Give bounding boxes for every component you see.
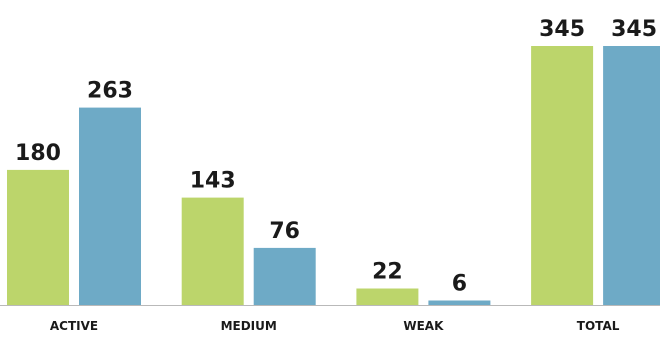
- bar-active-series-2: [79, 107, 141, 305]
- value-label-active-series-1: 180: [15, 141, 61, 166]
- value-labels-group: 180 263 143 76 22 6 345 345: [15, 17, 657, 297]
- category-label-medium: MEDIUM: [221, 319, 277, 333]
- value-label-active-series-2: 263: [87, 79, 133, 104]
- bars-group: [7, 46, 660, 305]
- value-label-weak-series-1: 22: [372, 260, 403, 285]
- bar-medium-series-2: [253, 247, 316, 305]
- bar-medium-series-1: [181, 197, 244, 305]
- bar-total-series-1: [531, 46, 594, 305]
- value-label-medium-series-2: 76: [269, 219, 300, 244]
- value-label-medium-series-1: 143: [190, 169, 236, 194]
- bar-active-series-1: [7, 169, 69, 305]
- value-label-weak-series-2: 6: [452, 272, 467, 297]
- value-label-total-series-2: 345: [611, 17, 657, 42]
- category-labels-group: ACTIVE MEDIUM WEAK TOTAL: [50, 319, 620, 333]
- value-label-total-series-1: 345: [539, 17, 585, 42]
- category-label-active: ACTIVE: [50, 319, 98, 333]
- category-label-weak: WEAK: [403, 319, 444, 333]
- category-label-total: TOTAL: [577, 319, 620, 333]
- bar-total-series-2: [603, 46, 660, 305]
- bar-weak-series-1: [356, 288, 419, 305]
- bar-weak-series-2: [428, 300, 491, 305]
